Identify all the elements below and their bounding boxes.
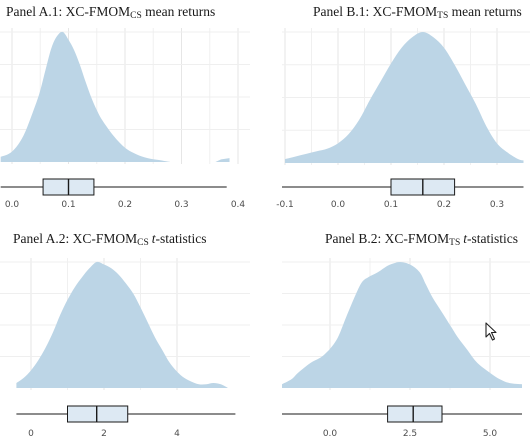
- x-tick-label: 0.0: [323, 429, 338, 439]
- panel-b2-title-prefix: Panel B.2: XC-FMOM: [325, 231, 449, 246]
- mouse-pointer-icon: [485, 322, 497, 341]
- density-area: [0, 31, 171, 162]
- boxplot-box: [67, 405, 129, 423]
- density-area: [282, 261, 522, 388]
- x-tick-label: -0.1: [276, 200, 294, 210]
- panel-b1-title-prefix: Panel B.1: XC-FMOM: [313, 4, 437, 19]
- x-tick-label: 0.3: [490, 200, 504, 210]
- density-area: [285, 32, 524, 163]
- x-tick-label: 0.4: [231, 200, 246, 210]
- panel-a1-title-suffix: mean returns: [142, 4, 215, 19]
- x-tick-label: 0.0: [5, 200, 20, 210]
- panel-b1-plot: -0.1 0.0 0.1 0.2 0.3: [276, 28, 530, 210]
- panel-a2-title-t: t: [152, 231, 157, 246]
- x-tick-label: 0.2: [118, 200, 132, 210]
- panel-a1-title-prefix: Panel A.1: XC-FMOM: [6, 4, 130, 19]
- x-tick-label: 2.5: [403, 429, 417, 439]
- x-tick-label: 0: [28, 429, 34, 439]
- x-tick-label: 0.0: [331, 200, 346, 210]
- x-tick-label: 0.1: [61, 200, 75, 210]
- panel-a2-title-prefix: Panel A.2: XC-FMOM: [13, 231, 137, 246]
- panel-b2-plot: 0.0 2.5 5.0: [282, 258, 530, 439]
- x-tick-label: 0.3: [174, 200, 188, 210]
- x-tick-label: 4: [174, 429, 180, 439]
- panel-a1-plot: 0.0 0.1 0.2 0.3 0.4: [0, 28, 250, 210]
- panel-b2-title-t: t: [463, 231, 468, 246]
- x-tick-label: 0.2: [437, 200, 451, 210]
- panel-b2-title-sub: TS: [449, 238, 460, 248]
- panel-a2-plot: 0 2 4: [0, 258, 250, 439]
- panel-a2-title-sub: CS: [137, 238, 149, 248]
- density-tail-blip: [215, 158, 230, 162]
- panel-b2-title-tail: -statistics: [467, 231, 518, 246]
- boxplot-box: [387, 405, 443, 423]
- panel-b2-title: Panel B.2: XC-FMOMTS t-statistics: [325, 231, 518, 248]
- panel-a1-title-sub: CS: [130, 11, 142, 21]
- panel-b1-title: Panel B.1: XC-FMOMTS mean returns: [313, 4, 522, 21]
- panel-b1-title-suffix: mean returns: [448, 4, 521, 19]
- x-tick-label: 0.1: [384, 200, 398, 210]
- panel-a2-title-tail: -statistics: [156, 231, 207, 246]
- density-area: [16, 261, 229, 388]
- x-tick-label: 2: [101, 429, 107, 439]
- panel-a1-title: Panel A.1: XC-FMOMCS mean returns: [6, 4, 215, 21]
- panel-a2-title: Panel A.2: XC-FMOMCS t-statistics: [13, 231, 207, 248]
- x-tick-label: 5.0: [483, 429, 498, 439]
- panel-b1-title-sub: TS: [437, 11, 448, 21]
